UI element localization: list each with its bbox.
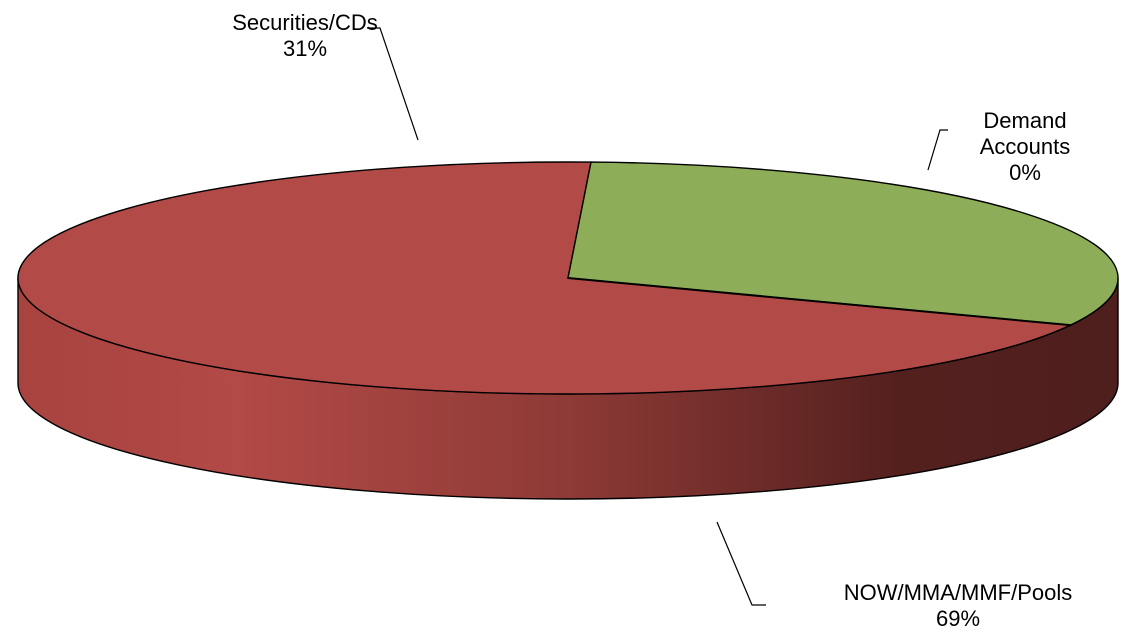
leader-line-now: [716, 521, 766, 606]
slice-label-securities: Securities/CDs 31%: [205, 10, 405, 62]
leader-line-securities: [367, 27, 419, 141]
slice-name-securities: Securities/CDs: [232, 10, 378, 35]
pie-slice-demand: [567, 277, 1071, 327]
slice-name-now: NOW/MMA/MMF/Pools: [843, 580, 1073, 605]
slice-label-demand: Demand Accounts 0%: [950, 108, 1100, 186]
pie-slice-now: [17, 161, 1074, 395]
slice-percent-demand: 0%: [1009, 160, 1041, 185]
slice-percent-securities: 31%: [282, 36, 328, 61]
slice-label-now: NOW/MMA/MMF/Pools 69%: [818, 580, 1098, 632]
slice-percent-now: 69%: [935, 606, 981, 631]
slice-name-demand: Demand Accounts: [979, 108, 1071, 159]
leader-line-demand: [927, 129, 948, 171]
pie-slice-securities: [567, 161, 1119, 326]
